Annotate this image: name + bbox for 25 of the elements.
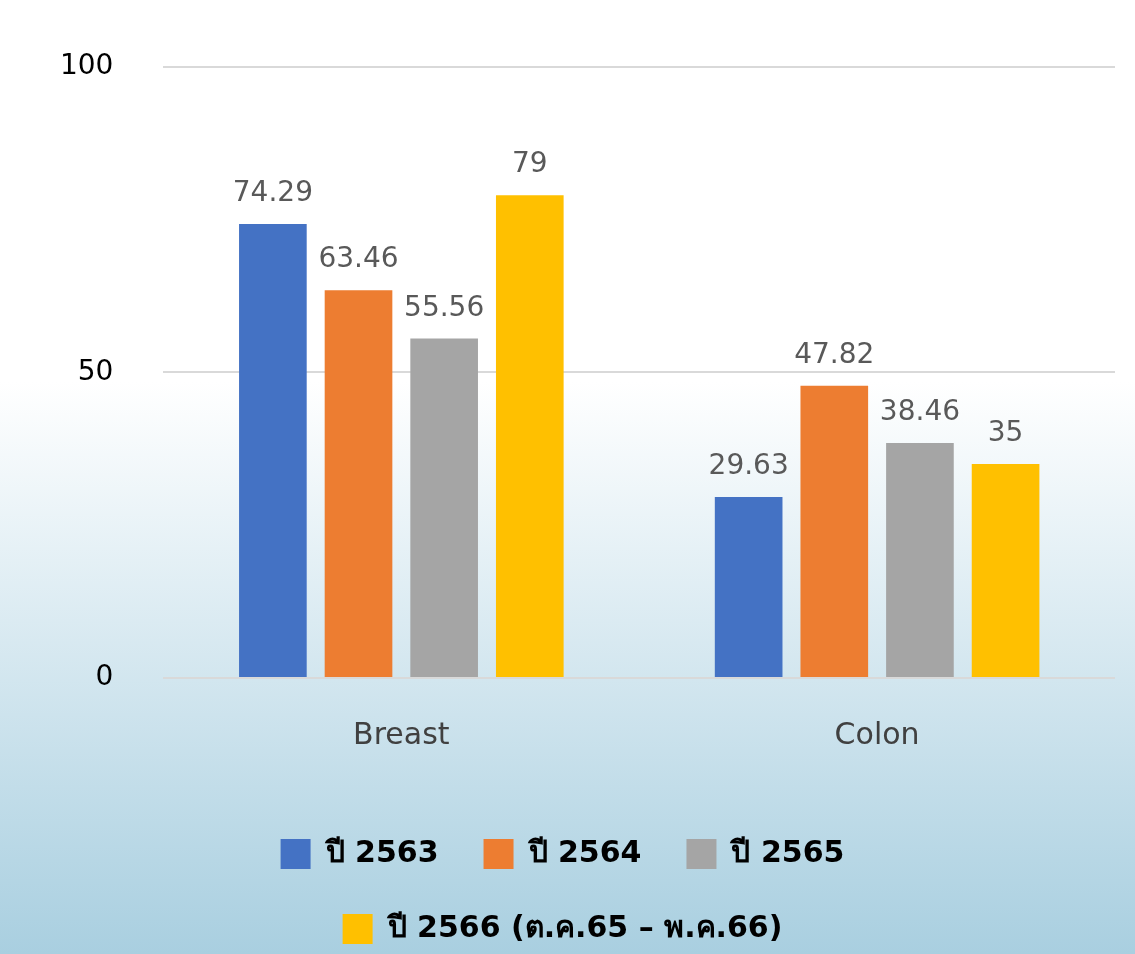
legend-label: ปี 2565 [729, 833, 845, 869]
bar [239, 223, 307, 677]
data-label: 35 [987, 415, 1024, 449]
data-label: 29.63 [708, 448, 789, 482]
x-tick-label: Breast [353, 715, 450, 751]
y-tick-label: 0 [95, 659, 114, 693]
data-label: 74.29 [232, 175, 313, 209]
bar [886, 442, 954, 677]
data-label: 55.56 [404, 289, 485, 323]
data-label: 47.82 [794, 337, 875, 371]
legend-label: ปี 2566 (ต.ค.65 – พ.ค.66) [385, 908, 783, 944]
bar [971, 464, 1040, 677]
bar [324, 290, 393, 677]
legend-label: ปี 2563 [323, 833, 439, 869]
bar [410, 338, 478, 677]
y-tick-label: 50 [77, 353, 114, 387]
y-tick-label: 100 [59, 48, 114, 82]
x-tick-label: Colon [834, 715, 920, 751]
bar [800, 385, 869, 677]
legend-label: ปี 2564 [526, 833, 642, 869]
data-label: 63.46 [318, 241, 399, 275]
bar [495, 195, 564, 677]
bar [714, 496, 783, 677]
data-label: 38.46 [879, 394, 961, 428]
data-label: 79 [511, 146, 548, 180]
